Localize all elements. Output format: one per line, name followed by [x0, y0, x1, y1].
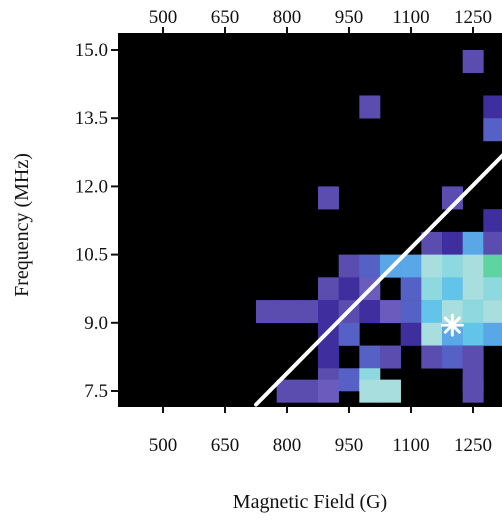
x-tick-label-bottom: 650 — [211, 435, 240, 456]
y-tick-label: 12.0 — [75, 176, 108, 197]
y-tick-label: 13.5 — [75, 108, 108, 129]
heatmap-cell — [359, 380, 380, 403]
heatmap-cell — [318, 380, 339, 403]
x-axis-top: 500 650 800 950 1100 1250 — [149, 7, 492, 33]
y-tick-label: 9.0 — [84, 313, 108, 334]
y-axis-title: Frequency (MHz) — [11, 153, 33, 297]
heatmap-cell — [421, 277, 442, 300]
heatmap-cell — [359, 255, 380, 278]
x-tick-label-bottom: 1100 — [392, 435, 429, 456]
heatmap-cell — [380, 380, 401, 403]
heatmap-cell — [359, 300, 380, 323]
x-tick-label-bottom: 950 — [335, 435, 364, 456]
y-tick-label: 10.5 — [75, 245, 108, 266]
heatmap-cell — [339, 368, 360, 391]
heatmap-cell — [401, 300, 422, 323]
heatmap-cell — [421, 323, 442, 346]
heatmap-cell — [297, 300, 318, 323]
heatmap-cell — [359, 346, 380, 369]
heatmap-cell — [483, 209, 502, 232]
heatmap-cell — [318, 300, 339, 323]
heatmap-cell — [401, 277, 422, 300]
heatmap-cell — [277, 300, 298, 323]
x-tick-label-bottom: 1250 — [454, 435, 492, 456]
x-axis-bottom: 500 650 800 950 1100 1250 — [149, 407, 492, 456]
x-tick-label-bottom: 800 — [273, 435, 302, 456]
heatmap-cell — [463, 323, 484, 346]
heatmap-cell — [421, 300, 442, 323]
heatmap-cell — [297, 380, 318, 403]
x-tick-label-top: 1250 — [454, 7, 492, 28]
heatmap-cell — [463, 232, 484, 255]
heatmap-cell — [483, 95, 502, 118]
heatmap-cell — [463, 300, 484, 323]
heatmap-cell — [318, 186, 339, 209]
y-tick-label: 15.0 — [75, 40, 108, 61]
heatmap-cell — [442, 255, 463, 278]
heatmap-cell — [483, 277, 502, 300]
x-tick-label-bottom: 500 — [149, 435, 178, 456]
heatmap-cell — [318, 277, 339, 300]
heatmap-cell — [483, 118, 502, 141]
x-tick-label-top: 1100 — [392, 7, 429, 28]
heatmap-cell — [463, 277, 484, 300]
heatmap-cell — [339, 255, 360, 278]
y-axis: 7.5 9.0 10.5 12.0 13.5 15.0 — [75, 40, 118, 402]
y-tick-label: 7.5 — [84, 381, 108, 402]
heatmap-cell — [442, 232, 463, 255]
heatmap-cell — [442, 277, 463, 300]
heatmap-cell — [483, 300, 502, 323]
heatmap-cell — [380, 346, 401, 369]
heatmap-cell — [401, 323, 422, 346]
x-tick-label-top: 500 — [149, 7, 178, 28]
heatmap-cell — [463, 380, 484, 403]
x-tick-label-top: 950 — [335, 7, 364, 28]
x-tick-label-top: 650 — [211, 7, 240, 28]
heatmap-cell — [339, 323, 360, 346]
heatmap-cell — [483, 232, 502, 255]
asterisk-marker — [442, 315, 462, 335]
heatmap-cell — [421, 255, 442, 278]
heatmap-cell — [256, 300, 277, 323]
heatmap-cell — [442, 346, 463, 369]
heatmap-cell — [339, 277, 360, 300]
heatmap-cell — [463, 346, 484, 369]
heatmap-cell — [463, 255, 484, 278]
heatmap-cell — [359, 95, 380, 118]
heatmap-cell — [483, 323, 502, 346]
x-tick-label-top: 800 — [273, 7, 302, 28]
heatmap-cell — [380, 300, 401, 323]
heatmap-cell — [483, 255, 502, 278]
heatmap-cell — [463, 50, 484, 73]
heatmap-cell — [421, 346, 442, 369]
x-axis-title: Magnetic Field (G) — [233, 491, 387, 513]
heatmap-cell — [318, 346, 339, 369]
